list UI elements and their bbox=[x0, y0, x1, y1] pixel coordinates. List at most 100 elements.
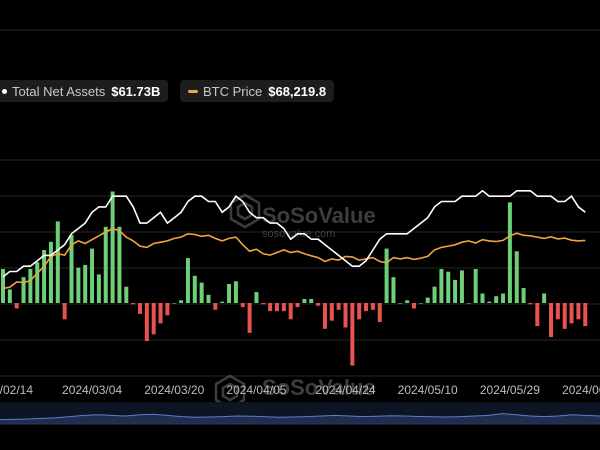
outflow-bar[interactable] bbox=[569, 303, 574, 324]
inflow-bar[interactable] bbox=[487, 301, 492, 303]
btc-price-line[interactable] bbox=[2, 227, 586, 290]
inflow-bar[interactable] bbox=[76, 267, 81, 303]
outflow-bar[interactable] bbox=[583, 303, 588, 327]
outflow-bar[interactable] bbox=[343, 303, 348, 328]
inflow-bar[interactable] bbox=[446, 271, 451, 303]
total-net-assets-line[interactable] bbox=[2, 189, 586, 278]
inflow-bar[interactable] bbox=[494, 296, 499, 303]
outflow-bar[interactable] bbox=[412, 303, 416, 309]
outflow-bar[interactable] bbox=[549, 303, 553, 337]
price-lines bbox=[2, 189, 586, 290]
outflow-bar[interactable] bbox=[158, 303, 163, 324]
inflow-bar[interactable] bbox=[302, 298, 307, 303]
inflow-bar[interactable] bbox=[110, 191, 115, 303]
outflow-bar[interactable] bbox=[62, 303, 67, 320]
legend-btc-price[interactable]: BTC Price $68,219.8 bbox=[180, 80, 335, 102]
sosovalue-logo-icon bbox=[229, 193, 261, 229]
outflow-bar[interactable] bbox=[247, 303, 252, 333]
inflow-bar[interactable] bbox=[514, 251, 519, 303]
outflow-bar[interactable] bbox=[357, 303, 362, 320]
outflow-bar[interactable] bbox=[261, 303, 266, 305]
outflow-bar[interactable] bbox=[322, 303, 327, 329]
outflow-bar[interactable] bbox=[562, 303, 567, 329]
x-tick-label: 2024/05/10 bbox=[398, 383, 458, 397]
inflow-bar[interactable] bbox=[103, 226, 108, 303]
outflow-bar[interactable] bbox=[138, 303, 142, 314]
inflow-bar[interactable] bbox=[28, 269, 33, 303]
outflow-bar[interactable] bbox=[535, 303, 540, 327]
inflow-bar[interactable] bbox=[418, 303, 423, 304]
navigator-line bbox=[0, 413, 600, 421]
inflow-bar[interactable] bbox=[220, 301, 225, 303]
inflow-bar[interactable] bbox=[124, 286, 129, 303]
btc-legend-value: $68,219.8 bbox=[268, 83, 327, 99]
inflow-bar[interactable] bbox=[473, 269, 478, 303]
outflow-bar[interactable] bbox=[555, 303, 560, 320]
outflow-bar[interactable] bbox=[268, 303, 273, 312]
inflow-bar[interactable] bbox=[90, 248, 95, 303]
outflow-bar[interactable] bbox=[14, 303, 19, 309]
outflow-bar[interactable] bbox=[275, 303, 279, 312]
outflow-bar[interactable] bbox=[131, 303, 136, 305]
x-tick-label: 2024/04/05 bbox=[226, 383, 286, 397]
inflow-bar[interactable] bbox=[96, 274, 101, 303]
outflow-bar[interactable] bbox=[350, 303, 355, 366]
inflow-bar[interactable] bbox=[459, 270, 464, 303]
inflow-bar[interactable] bbox=[179, 300, 184, 303]
inflow-bar[interactable] bbox=[233, 281, 238, 303]
outflow-bar[interactable] bbox=[165, 303, 170, 316]
inflow-bar[interactable] bbox=[42, 249, 47, 303]
inflow-bar[interactable] bbox=[453, 279, 458, 303]
outflow-bar[interactable] bbox=[364, 303, 369, 312]
outflow-bar[interactable] bbox=[240, 303, 245, 308]
inflow-bar[interactable] bbox=[199, 282, 204, 303]
inflow-bar[interactable] bbox=[7, 289, 12, 303]
outflow-bar[interactable] bbox=[329, 303, 334, 321]
outflow-bar[interactable] bbox=[336, 303, 341, 310]
inflow-bar[interactable] bbox=[466, 303, 471, 304]
inflow-bar[interactable] bbox=[69, 235, 74, 303]
legend-total-net-assets[interactable]: Total Net Assets $61.73B bbox=[0, 80, 169, 102]
inflow-bar[interactable] bbox=[55, 221, 60, 303]
range-navigator[interactable] bbox=[0, 402, 600, 425]
inflow-bar[interactable] bbox=[405, 300, 410, 303]
inflow-bar[interactable] bbox=[48, 241, 53, 303]
inflow-bar[interactable] bbox=[83, 264, 88, 303]
inflow-bar[interactable] bbox=[521, 288, 526, 303]
outflow-bar[interactable] bbox=[144, 303, 149, 342]
outflow-bar[interactable] bbox=[295, 303, 300, 308]
inflow-bar[interactable] bbox=[432, 286, 437, 303]
inflow-bar[interactable] bbox=[439, 269, 444, 303]
inflow-bar[interactable] bbox=[1, 269, 5, 303]
inflow-bar[interactable] bbox=[425, 297, 430, 303]
inflow-bar[interactable] bbox=[192, 275, 197, 303]
inflow-bar[interactable] bbox=[21, 277, 26, 303]
inflow-bar[interactable] bbox=[480, 293, 485, 303]
inflow-bar[interactable] bbox=[206, 294, 211, 303]
outflow-bar[interactable] bbox=[281, 303, 286, 312]
outflow-bar[interactable] bbox=[576, 303, 581, 320]
outflow-bar[interactable] bbox=[288, 303, 293, 320]
assets-legend-label: Total Net Assets bbox=[12, 83, 106, 99]
inflow-bar[interactable] bbox=[501, 293, 506, 303]
inflow-bar[interactable] bbox=[227, 283, 232, 303]
inflow-bar[interactable] bbox=[172, 303, 177, 304]
inflow-bar[interactable] bbox=[35, 262, 40, 303]
inflow-bar[interactable] bbox=[117, 226, 122, 303]
inflow-bar[interactable] bbox=[507, 202, 512, 303]
inflow-bar[interactable] bbox=[384, 248, 389, 303]
inflow-bar[interactable] bbox=[391, 277, 396, 303]
inflow-bar[interactable] bbox=[542, 293, 547, 303]
outflow-bar[interactable] bbox=[316, 303, 321, 306]
outflow-bar[interactable] bbox=[151, 303, 156, 335]
outflow-bar[interactable] bbox=[528, 303, 533, 305]
inflow-bar[interactable] bbox=[398, 303, 403, 304]
inflow-bar[interactable] bbox=[254, 292, 259, 303]
outflow-bar[interactable] bbox=[213, 303, 218, 310]
flow-bars bbox=[1, 191, 588, 366]
inflow-bar[interactable] bbox=[185, 258, 190, 303]
inflow-bar[interactable] bbox=[309, 298, 314, 303]
outflow-bar[interactable] bbox=[377, 303, 382, 323]
outflow-bar[interactable] bbox=[370, 303, 375, 310]
